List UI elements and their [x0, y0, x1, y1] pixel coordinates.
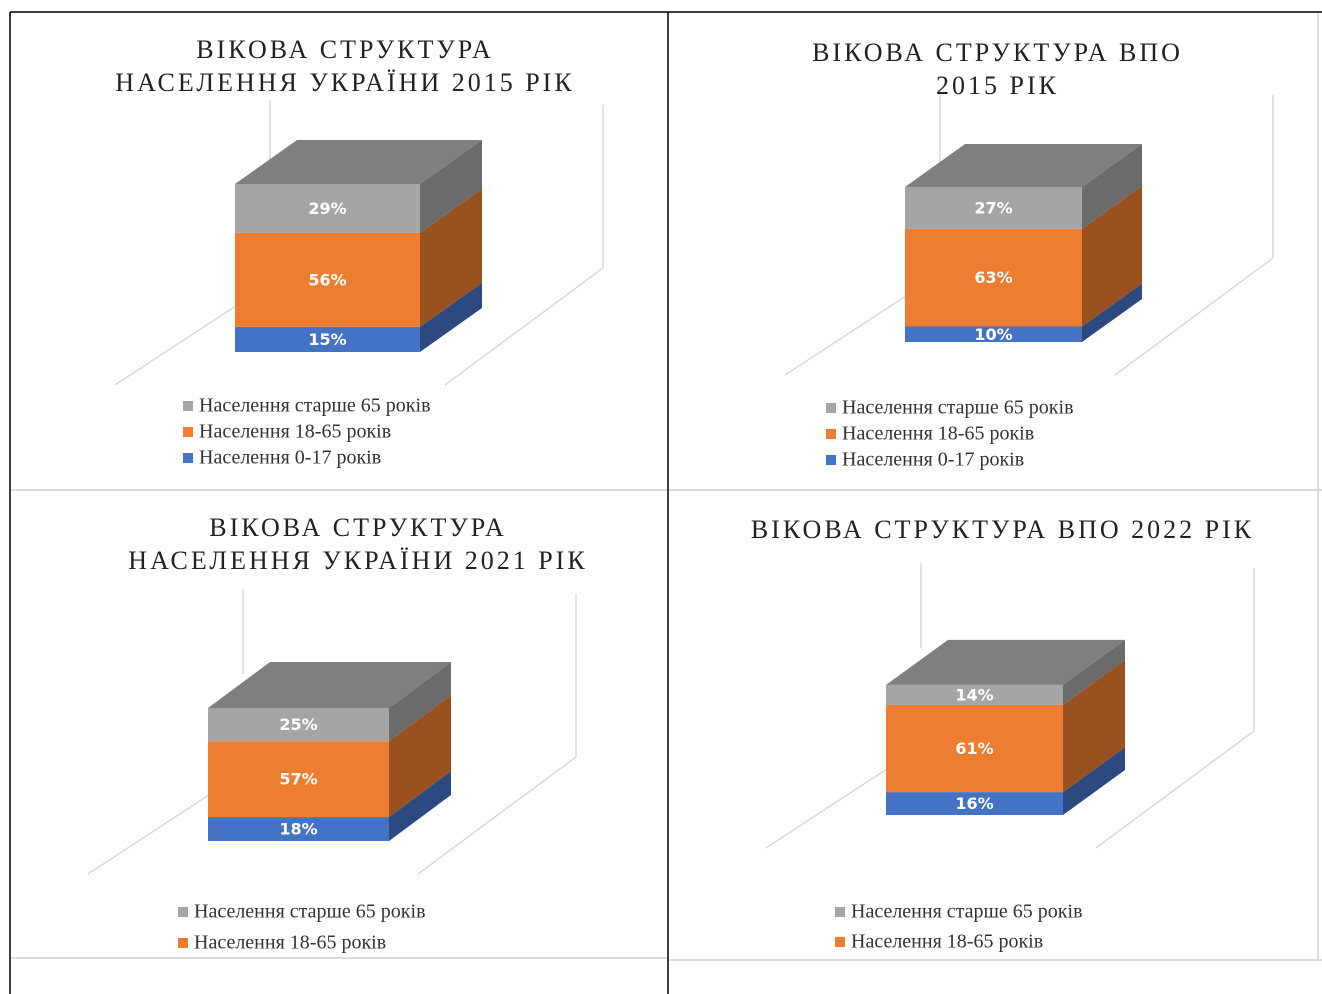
bar-side: [389, 771, 451, 841]
data-label: 29%: [308, 199, 346, 218]
data-label: 15%: [308, 330, 346, 349]
bar-side: [420, 188, 482, 327]
wall-line: [417, 756, 577, 875]
data-label: 10%: [974, 325, 1012, 344]
bar-side: [1082, 185, 1142, 327]
legend-swatch: [826, 403, 836, 413]
legend-label: Населення старше 65 років: [194, 901, 426, 923]
wall-line: [784, 289, 916, 376]
data-label: 57%: [279, 770, 317, 789]
wall-line: [1114, 257, 1274, 376]
wall-line: [114, 299, 246, 386]
legend-swatch: [826, 429, 836, 439]
legend-label: Населення 18-65 років: [842, 423, 1034, 445]
data-label: 16%: [955, 794, 993, 813]
bar-segment: [208, 708, 389, 742]
wall-line: [765, 762, 897, 849]
bar-segment: [886, 792, 1063, 815]
bar-segment: [905, 326, 1082, 342]
page-lines: [9, 11, 1322, 994]
legend-label: Населення 18-65 років: [851, 931, 1043, 953]
chart-title: ВІКОВА СТРУКТУРА ВПО 2015 РІК: [812, 38, 1183, 100]
bar-top: [235, 140, 482, 184]
bar-side: [389, 662, 451, 742]
data-label: 63%: [974, 268, 1012, 287]
data-label: 61%: [955, 739, 993, 758]
bar-side: [1063, 747, 1125, 815]
bar-segment: [235, 326, 420, 352]
legend-label: Населення старше 65 років: [199, 395, 431, 417]
bar-segment: [905, 187, 1082, 229]
legend-swatch: [183, 453, 193, 463]
legend-swatch: [835, 907, 845, 917]
wall-line: [87, 788, 219, 875]
bar-segment: [905, 228, 1082, 327]
legend-swatch: [826, 455, 836, 465]
bar-segment: [208, 741, 389, 818]
bar-segment: [235, 184, 420, 233]
data-label: 25%: [279, 715, 317, 734]
bar-side: [1063, 639, 1125, 705]
bar-top: [905, 144, 1142, 187]
panel-borders: [10, 12, 1322, 961]
legend-swatch: [183, 401, 193, 411]
legend-swatch: [835, 937, 845, 947]
bar-top: [886, 639, 1125, 685]
wall-line: [1095, 730, 1255, 849]
data-label: 56%: [308, 270, 346, 289]
bar-side: [389, 695, 451, 818]
wall-line: [444, 267, 604, 386]
legend-swatch: [183, 427, 193, 437]
legend-label: Населення 0-17 років: [842, 449, 1024, 471]
chart-title: ВІКОВА СТРУКТУРА НАСЕЛЕННЯ УКРАЇНИ 2015 …: [115, 35, 575, 97]
bar-side: [1082, 283, 1142, 342]
bar-side: [1082, 144, 1142, 229]
bar-segment: [886, 704, 1063, 793]
legend-label: Населення 18-65 років: [199, 421, 391, 443]
chart-title: ВІКОВА СТРУКТУРА ВПО 2022 РІК: [750, 515, 1255, 544]
bar-segment: [886, 684, 1063, 705]
bar-segment: [208, 817, 389, 841]
bar-top: [208, 662, 451, 708]
legend-label: Населення старше 65 років: [842, 397, 1074, 419]
legend-label: Населення 0-17 років: [199, 447, 381, 469]
chart-title: ВІКОВА СТРУКТУРА НАСЕЛЕННЯ УКРАЇНИ 2021 …: [128, 513, 588, 575]
bar-segment: [235, 232, 420, 327]
legend-swatch: [178, 907, 188, 917]
data-label: 14%: [955, 685, 993, 704]
data-label: 27%: [974, 198, 1012, 217]
legend-label: Населення 18-65 років: [194, 932, 386, 954]
bar-side: [420, 140, 482, 233]
data-label: 18%: [279, 820, 317, 839]
bar-side: [1063, 659, 1125, 793]
legend-swatch: [178, 938, 188, 948]
legend-label: Населення старше 65 років: [851, 901, 1083, 923]
bar-side: [420, 282, 482, 352]
